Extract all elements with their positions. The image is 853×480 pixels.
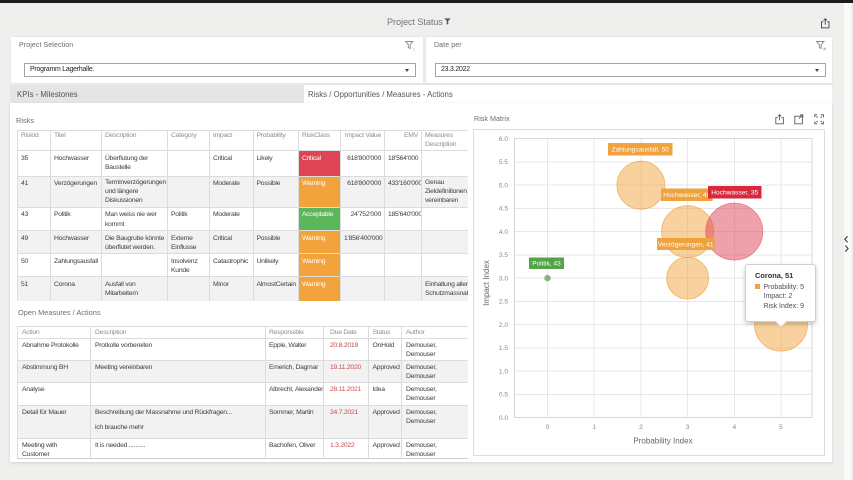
svg-text:3.0: 3.0 [499,275,508,282]
svg-text:4.0: 4.0 [499,229,508,236]
svg-text:4.5: 4.5 [499,206,508,213]
svg-text:Verzögerungen, 41: Verzögerungen, 41 [658,241,714,248]
svg-text:0.0: 0.0 [499,415,508,422]
svg-text:0.5: 0.5 [499,392,508,399]
svg-text:5.5: 5.5 [499,159,508,166]
svg-text:0: 0 [546,424,550,431]
svg-text:3: 3 [686,424,690,431]
svg-text:3.5: 3.5 [499,252,508,259]
svg-text:1.5: 1.5 [499,345,508,352]
svg-text:5.0: 5.0 [499,183,508,190]
svg-text:2.5: 2.5 [499,299,508,306]
svg-text:1.0: 1.0 [499,368,508,375]
svg-text:Impact Index: Impact Index [482,260,491,306]
svg-text:1: 1 [592,424,596,431]
svg-text:Probability Index: Probability Index [633,437,692,446]
svg-text:6.0: 6.0 [499,136,508,143]
svg-text:5: 5 [779,424,783,431]
svg-text:4: 4 [732,424,736,431]
svg-text:o: o [413,47,415,52]
svg-text:Hochwasser, 49: Hochwasser, 49 [663,192,710,199]
svg-text:Politik, 43: Politik, 43 [532,261,561,268]
svg-text:Hochwasser, 35: Hochwasser, 35 [711,190,758,197]
svg-text:2.0: 2.0 [499,322,508,329]
svg-text:2: 2 [639,424,643,431]
svg-text:Zahlungsausfall, 50: Zahlungsausfall, 50 [612,147,670,154]
